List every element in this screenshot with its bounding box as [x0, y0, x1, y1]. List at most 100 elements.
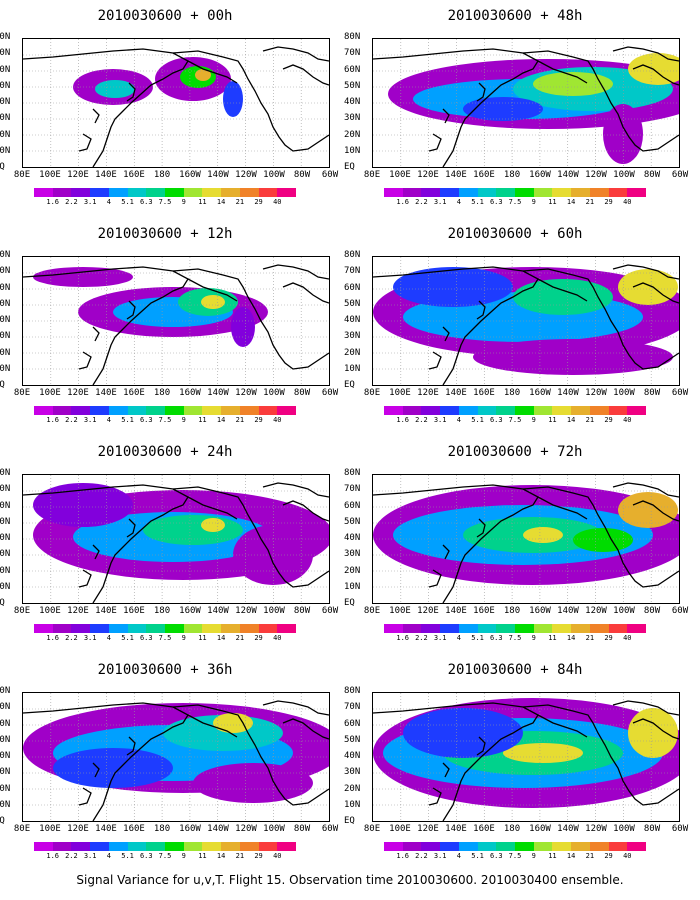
latitude-label: 20N — [344, 129, 361, 140]
colorbar-swatch — [221, 406, 240, 415]
longitude-label: 140E — [445, 606, 467, 616]
colorbar-label: 40 — [623, 416, 632, 424]
longitude-label: 140E — [445, 824, 467, 834]
latitude-label: 10N — [344, 145, 361, 156]
coastline — [262, 482, 329, 498]
coastline — [373, 266, 539, 385]
latitude-label: 30N — [344, 331, 361, 342]
colorbar-label: 9 — [531, 198, 536, 206]
colorbar-label: 6.3 — [139, 852, 153, 860]
colorbar-swatch — [608, 624, 628, 633]
colorbar-label: 9 — [181, 198, 186, 206]
colorbar-label: 4 — [106, 416, 111, 424]
coastline — [23, 266, 189, 385]
longitude-label: 160E — [123, 824, 145, 834]
latitude-label: 70N — [344, 48, 361, 59]
latitude-label: 80N — [344, 686, 361, 696]
longitude-label: 180 — [503, 824, 521, 834]
variance-contour — [618, 269, 678, 305]
latitude-label: 30N — [344, 767, 361, 778]
variance-field — [23, 39, 329, 167]
colorbar-swatch — [477, 406, 497, 415]
map-plot — [22, 256, 330, 386]
colorbar-label: 5.1 — [471, 634, 484, 642]
colorbar-label: 29 — [604, 416, 613, 424]
coastline — [428, 787, 442, 806]
colorbar-swatch — [571, 406, 590, 415]
colorbar-swatch — [127, 624, 147, 633]
colorbar-label: 14 — [216, 634, 226, 642]
colorbar-label: 1.6 — [46, 416, 60, 424]
colorbar-label: 14 — [216, 198, 226, 206]
colorbar-label: 3.1 — [83, 198, 97, 206]
colorbar: 1.6 2.2 3.1 4 5.1 6.3 7.5 9 11 14 21 29 40 — [384, 188, 647, 208]
colorbar-swatch — [458, 188, 478, 197]
latitude-label: 60N — [0, 500, 11, 511]
colorbar-label: 21 — [585, 852, 595, 860]
colorbar-label: 4 — [456, 852, 461, 860]
colorbar-swatch — [421, 624, 441, 633]
colorbar-swatch — [440, 842, 459, 851]
latitude-label: 60N — [344, 282, 361, 293]
map-panel: 2010030600 + 60h 80N 70N 60N 50N 40N 30N 20N 10N… — [344, 226, 688, 436]
longitude-label: 120W — [585, 388, 607, 398]
coastline — [442, 108, 450, 124]
longitude-label: 160E — [473, 170, 495, 180]
longitude-label: 160E — [473, 606, 495, 616]
colorbar-swatch — [90, 624, 109, 633]
colorbar-label: 29 — [604, 634, 613, 642]
latitude-label: 60N — [0, 64, 11, 75]
longitude-label: 100E — [389, 170, 411, 180]
colorbar-label: 29 — [254, 634, 263, 642]
colorbar-swatch — [221, 842, 240, 851]
longitude-label: 120E — [67, 606, 89, 616]
longitude-axis: 80E 100E 120E 140E 160E 180 160W 140W 120W 100W 80… — [356, 170, 700, 182]
longitude-label: 100W — [613, 824, 635, 834]
latitude-label: 70N — [344, 702, 361, 713]
colorbar-swatch — [258, 842, 278, 851]
longitude-label: 120E — [417, 606, 439, 616]
longitude-label: 100W — [263, 170, 285, 180]
latitude-label: 80N — [344, 32, 361, 42]
longitude-label: 100E — [39, 170, 61, 180]
colorbar-label: 29 — [604, 852, 613, 860]
latitude-label: 50N — [344, 516, 361, 527]
longitude-label: 160W — [179, 824, 201, 834]
coastline — [282, 64, 329, 86]
colorbar-label: 2.2 — [415, 198, 428, 206]
variance-field — [373, 475, 679, 603]
colorbar-label: 6.3 — [489, 198, 503, 206]
longitude-label: 80E — [13, 388, 31, 398]
colorbar-label: 6.3 — [139, 198, 153, 206]
latitude-label: 70N — [0, 702, 11, 713]
colorbar-swatch — [90, 406, 109, 415]
colorbar-swatch — [552, 624, 572, 633]
colorbar-swatch — [202, 842, 222, 851]
coastline — [172, 268, 329, 370]
variance-contour — [201, 518, 225, 532]
longitude-label: 120E — [417, 170, 439, 180]
colorbar-label: 7.5 — [158, 634, 172, 642]
map-plot — [22, 38, 330, 168]
coastline — [522, 704, 679, 806]
colorbar-swatch — [458, 842, 478, 851]
colorbar-swatch — [440, 624, 459, 633]
colorbar-label: 2.2 — [65, 852, 78, 860]
colorbar-swatch — [402, 188, 422, 197]
variance-field — [373, 257, 679, 385]
latitude-label: 20N — [344, 565, 361, 576]
coastline — [187, 714, 238, 738]
colorbar-swatch — [239, 624, 259, 633]
longitude-label: 120E — [67, 824, 89, 834]
colorbar-label: 40 — [273, 198, 282, 206]
variance-contour — [523, 527, 563, 543]
colorbar-swatch — [277, 188, 297, 197]
coastline — [78, 133, 92, 152]
colorbar-label: 1.6 — [396, 198, 410, 206]
latitude-label: 50N — [0, 734, 11, 745]
longitude-label: 60W — [321, 824, 339, 834]
map-panel: 2010030600 + 36h 80N 70N 60N 50N 40N 30N 20N 10N… — [0, 662, 338, 872]
colorbar-swatch — [589, 624, 609, 633]
latitude-label: 60N — [344, 500, 361, 511]
colorbar-label: 9 — [531, 416, 536, 424]
